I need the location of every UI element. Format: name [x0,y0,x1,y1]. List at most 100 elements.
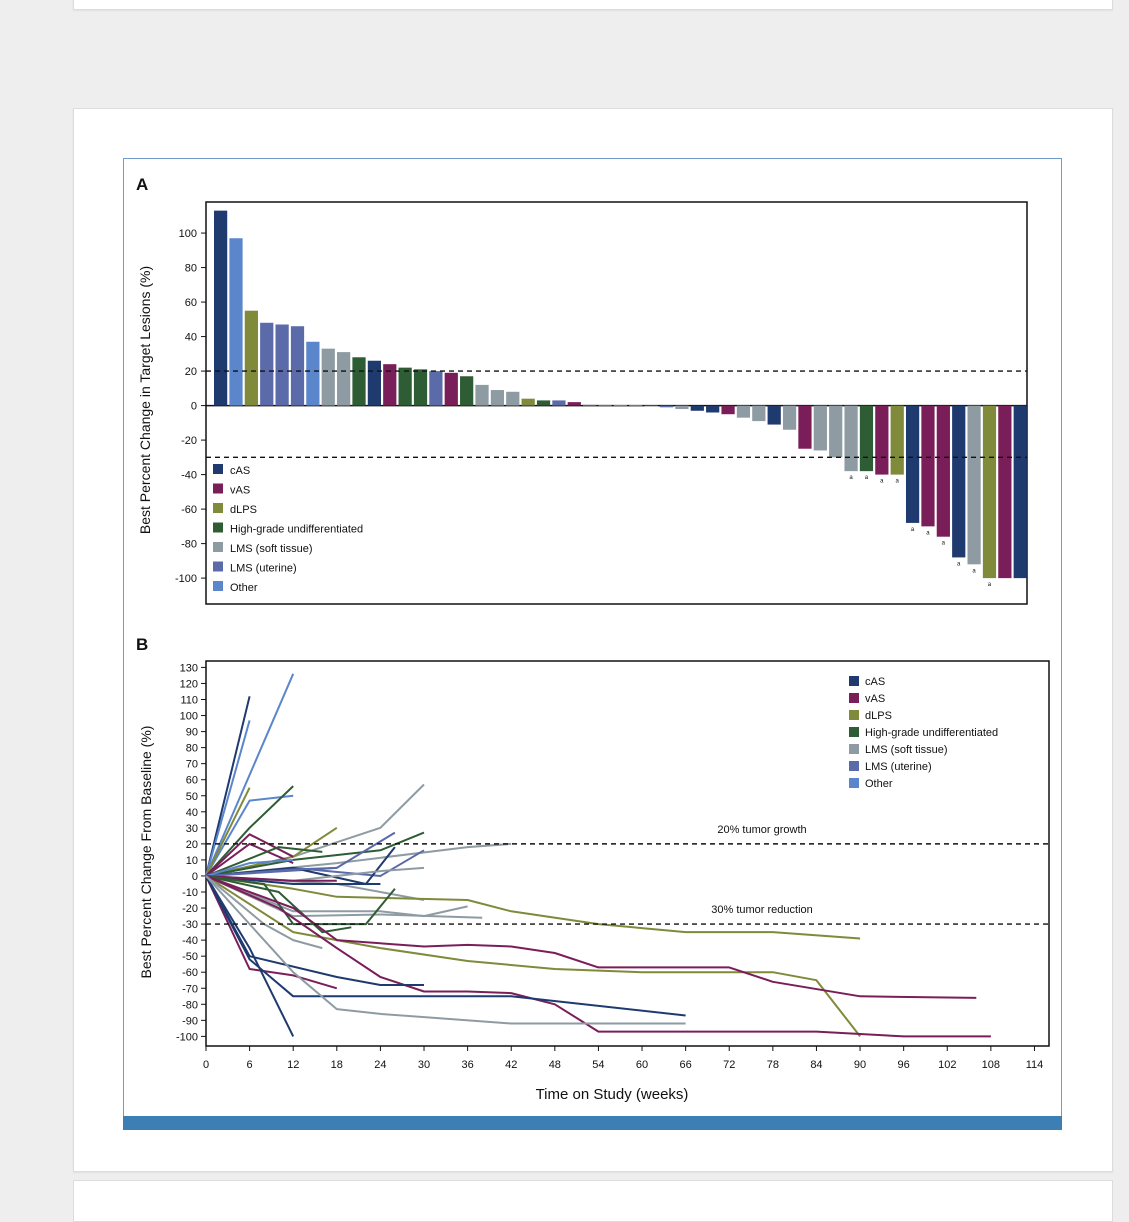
legend-label: Other [230,582,258,594]
waterfall-plot: 100 80 60 40 20 0 -20 -40 -60 -80 -100 a a a a a a a a a a cA… [175,201,1028,605]
x-tick-label: 72 [723,1059,735,1071]
bar-marker-label: a [896,479,900,485]
panel-b-plot-frame [205,660,1050,1047]
x-tick-label: 84 [810,1059,822,1071]
y-tick-label: 130 [180,662,198,674]
series-line [205,875,991,1038]
bar [998,405,1012,579]
bar [844,405,858,472]
x-tick-label: 90 [854,1059,866,1071]
x-tick-label: 18 [331,1059,343,1071]
bar [475,384,489,406]
panel-b-label: B [136,635,148,654]
legend-swatch [849,676,859,686]
series-line [205,785,294,877]
legend-swatch [213,464,223,474]
x-tick-label: 102 [938,1059,956,1071]
x-tick-label: 48 [549,1059,561,1071]
legend-label: vAS [865,693,885,705]
bar [767,405,781,425]
y-tick-label: 80 [185,263,197,275]
legend-label: Other [865,778,893,790]
series-line [205,794,294,877]
bar [613,405,628,406]
x-tick-label: 42 [505,1059,517,1071]
bar [567,402,581,406]
legend-label: dLPS [230,504,257,516]
x-tick-label: 24 [374,1059,386,1071]
previous-content-card [73,0,1113,10]
y-tick-label: 100 [179,228,197,240]
bar [444,372,458,406]
bar [752,405,766,422]
panel-b-legend: cAS vAS dLPS High-grade undifferentiated LMS… [849,676,998,790]
bar [875,405,889,475]
legend-swatch [213,483,223,494]
y-tick-label: 60 [186,775,198,787]
x-tick-label: 78 [767,1059,779,1071]
y-tick-label: -30 [182,919,198,931]
bar [536,400,551,406]
series-line [205,842,294,877]
legend-swatch [849,744,859,754]
series-line [205,831,425,877]
panel-a-plot-frame [205,201,1028,605]
x-tick-label: 60 [636,1059,648,1071]
x-tick-label: 0 [203,1059,209,1071]
legend-swatch [849,761,859,771]
bar [506,391,520,406]
legend-swatch [849,710,859,720]
bar [398,367,412,406]
panel-a-legend: cAS vAS dLPS High-grade undifferentiated LMS… [213,464,363,594]
series-line [205,696,251,877]
x-tick-label: 36 [461,1059,473,1071]
series-line [205,875,686,1025]
panel-a-label: A [136,175,148,194]
bar [521,398,535,406]
x-tick-label: 96 [898,1059,910,1071]
legend-swatch [213,522,223,533]
legend-label: High-grade undifferentiated [230,524,363,536]
x-tick-label: 114 [1026,1059,1044,1071]
bar [367,360,381,406]
bar [813,405,827,451]
y-tick-label: 30 [186,823,198,835]
y-tick-label: 0 [192,871,198,883]
series-line [205,787,251,877]
series-line [205,833,294,877]
y-tick-label: 80 [186,743,198,755]
bar [229,238,243,406]
threshold-label: 30% tumor reduction [711,904,813,916]
series-line [205,875,861,940]
bar [583,404,597,406]
legend-label: LMS (uterine) [865,761,932,773]
legend-swatch [213,561,223,572]
bar-marker-label: a [880,479,884,485]
legend-label: dLPS [865,710,892,722]
y-tick-label: 110 [180,695,198,707]
y-tick-label: -20 [181,435,197,447]
series-line [205,673,295,877]
bar [736,405,751,418]
x-tick-label: 30 [418,1059,430,1071]
bar [429,371,443,406]
series-line [205,875,381,885]
series-line [205,875,338,990]
y-tick-label: 40 [186,807,198,819]
y-tick-label: 90 [186,727,198,739]
series-line [205,875,861,1038]
x-tick-label: 12 [287,1059,299,1071]
series-line [205,875,295,1037]
y-tick-label: -50 [182,951,198,963]
y-tick-label: -80 [182,999,198,1011]
legend-label: cAS [230,465,250,477]
bar [675,405,689,410]
bar [598,404,612,406]
legend-label: LMS (soft tissue) [865,744,948,756]
threshold-label: 20% tumor growth [717,824,806,836]
bar [306,341,320,406]
panel-b-x-axis-title: Time on Study (weeks) [536,1086,689,1103]
y-tick-label: 120 [180,678,198,690]
bar [321,348,335,406]
y-tick-label: 40 [185,332,197,344]
